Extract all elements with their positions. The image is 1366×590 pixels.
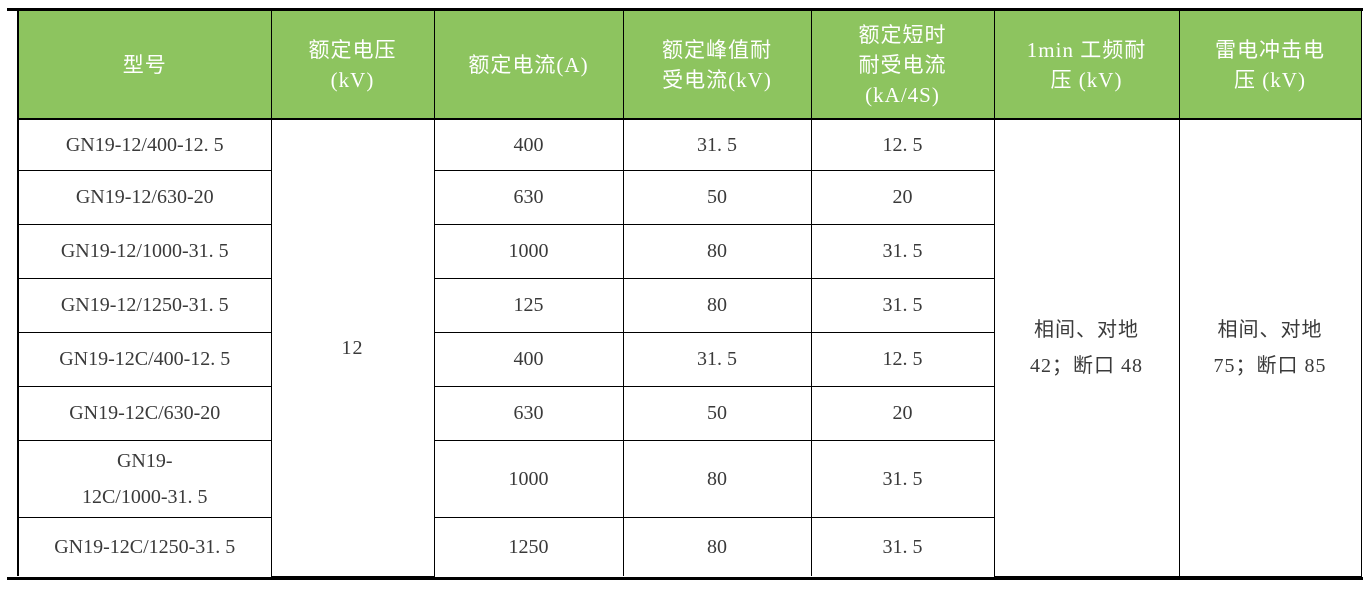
short-time-cell: 31. 5	[810, 439, 995, 518]
header-short-time-withstand-current: 额定短时 耐受电流 (kA/4S)	[810, 11, 995, 120]
model-cell: GN19-12C/630-20	[17, 385, 272, 441]
rated-current-cell: 1000	[433, 223, 624, 279]
peak-withstand-cell: 80	[622, 277, 812, 333]
lightning-impulse-merged-cell: 相间、对地 75；断口 85	[1178, 118, 1362, 577]
peak-withstand-cell: 80	[622, 439, 812, 518]
rated-current-cell: 1250	[433, 516, 624, 576]
model-cell: GN19-12/1000-31. 5	[17, 223, 272, 279]
peak-withstand-cell: 50	[622, 385, 812, 441]
short-time-cell: 31. 5	[810, 516, 995, 576]
short-time-cell: 20	[810, 169, 995, 225]
header-power-frequency-withstand-voltage: 1min 工频耐 压 (kV)	[993, 11, 1180, 120]
header-rated-voltage: 额定电压 (kV)	[270, 11, 435, 120]
peak-withstand-cell: 80	[622, 516, 812, 576]
table-row: GN19-12/1250-31. 5 125 80 31. 5	[17, 277, 1361, 333]
table-row: GN19-12/400-12. 5 12 400 31. 5 12. 5 相间、…	[17, 118, 1362, 577]
table-row: GN19-12C/400-12. 5 400 31. 5 12. 5	[17, 331, 1361, 387]
short-time-cell: 12. 5	[810, 331, 995, 387]
short-time-cell: 20	[810, 385, 995, 441]
table-row: GN19-12/1000-31. 5 1000 80 31. 5	[17, 223, 1361, 279]
model-cell: GN19-12C/1250-31. 5	[17, 516, 272, 576]
rated-current-cell: 400	[433, 331, 624, 387]
rated-current-cell: 125	[433, 277, 624, 333]
header-model: 型号	[17, 11, 272, 120]
header-peak-withstand-current: 额定峰值耐 受电流(kV)	[622, 11, 812, 120]
rated-current-cell: 630	[433, 169, 624, 225]
power-frequency-merged-cell: 相间、对地 42；断口 48	[993, 118, 1180, 577]
short-time-cell: 31. 5	[810, 277, 995, 333]
short-time-cell: 12. 5	[810, 118, 995, 171]
model-cell: GN19-12C/400-12. 5	[17, 331, 272, 387]
table-row: GN19-12C/630-20 630 50 20	[17, 385, 1361, 441]
table-header-row: 型号 额定电压 (kV) 额定电流(A) 额定峰值耐 受电流(kV) 额定短时 …	[17, 11, 1362, 120]
model-cell: GN19-12/630-20	[17, 169, 272, 225]
header-lightning-impulse-voltage: 雷电冲击电 压 (kV)	[1178, 11, 1362, 120]
spec-table: 型号 额定电压 (kV) 额定电流(A) 额定峰值耐 受电流(kV) 额定短时 …	[17, 11, 1362, 577]
peak-withstand-cell: 31. 5	[622, 118, 812, 171]
peak-withstand-cell: 80	[622, 223, 812, 279]
model-cell: GN19- 12C/1000-31. 5	[17, 439, 272, 518]
header-rated-current: 额定电流(A)	[433, 11, 624, 120]
model-cell: GN19-12/400-12. 5	[17, 118, 272, 171]
spec-table-frame: 型号 额定电压 (kV) 额定电流(A) 额定峰值耐 受电流(kV) 额定短时 …	[7, 8, 1363, 580]
rated-current-cell: 630	[433, 385, 624, 441]
rated-voltage-merged-cell: 12	[270, 118, 435, 577]
model-cell: GN19-12/1250-31. 5	[17, 277, 272, 333]
table-row: GN19-12/630-20 630 50 20	[17, 169, 1361, 225]
peak-withstand-cell: 31. 5	[622, 331, 812, 387]
table-row: GN19-12C/1250-31. 5 1250 80 31. 5	[17, 516, 1361, 576]
peak-withstand-cell: 50	[622, 169, 812, 225]
rated-current-cell: 1000	[433, 439, 624, 518]
rated-current-cell: 400	[433, 118, 624, 171]
short-time-cell: 31. 5	[810, 223, 995, 279]
